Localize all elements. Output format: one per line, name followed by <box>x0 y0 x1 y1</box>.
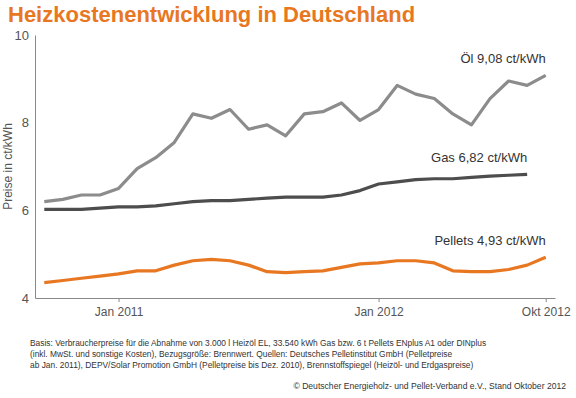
data-label: Öl 9,08 ct/kWh <box>460 51 545 66</box>
series-name: Pellets <box>434 233 474 248</box>
note: ab Jan. 2011), DEPV/Solar Promotion GmbH… <box>30 360 474 370</box>
y-tick: 4 <box>22 291 35 306</box>
note: (inkl. MwSt. und sonstige Kosten), Bezug… <box>30 349 453 359</box>
line <box>44 257 545 282</box>
x-tick-label: Okt 2012 <box>522 305 571 319</box>
data-label: Gas 6,82 ct/kWh <box>431 150 527 165</box>
x-tick: Jan 2011 <box>95 298 144 319</box>
series-name: Gas <box>431 150 455 165</box>
y-tick: 6 <box>22 203 35 218</box>
value-label: 9,08 ct/kWh <box>477 51 546 66</box>
data-label: Pellets 4,93 ct/kWh <box>434 233 545 248</box>
data-labels: Öl 9,08 ct/kWh Gas 6,82 ct/kWh Pellets 4,9… <box>431 51 546 248</box>
line <box>44 75 545 201</box>
x-tick-mark <box>119 298 120 302</box>
x-tick: Jan 2012 <box>354 298 404 319</box>
y-axis-title: Preise in ct/kWh <box>1 123 15 210</box>
series-name: Öl <box>460 51 473 66</box>
copyright: © Deutscher Energieholz- und Pellet-Verb… <box>293 381 566 391</box>
y-tick-label: 6 <box>22 203 29 218</box>
value-label: 6,82 ct/kWh <box>459 150 528 165</box>
x-tick-mark <box>379 298 380 302</box>
y-tick: 10 <box>15 28 35 43</box>
y-axis-line <box>35 36 36 299</box>
y-tick-label: 8 <box>22 115 29 130</box>
y-tick: 8 <box>22 115 35 130</box>
notes: Basis: Verbraucherpreise für die Abnahme… <box>30 338 486 370</box>
x-tick-mark <box>546 298 547 302</box>
x-axis: Jan 2011 Jan 2012 Okt 2012 <box>36 298 571 319</box>
x-tick-label: Jan 2012 <box>354 305 404 319</box>
x-tick-label: Jan 2011 <box>95 305 144 319</box>
note: Basis: Verbraucherpreise für die Abnahme… <box>30 338 486 348</box>
y-axis: 4 6 8 10 <box>15 28 36 306</box>
value-label: 4,93 ct/kWh <box>477 233 546 248</box>
x-axis-line <box>36 298 556 299</box>
chart: Heizkostenentwicklung in Deutschland 4 6 8 1… <box>0 0 576 398</box>
y-tick-label: 4 <box>22 291 29 306</box>
x-tick: Okt 2012 <box>522 298 571 319</box>
line <box>44 174 527 209</box>
y-tick-label: 10 <box>15 28 29 43</box>
plot-area <box>44 75 545 282</box>
title: Heizkostenentwicklung in Deutschland <box>8 2 415 27</box>
